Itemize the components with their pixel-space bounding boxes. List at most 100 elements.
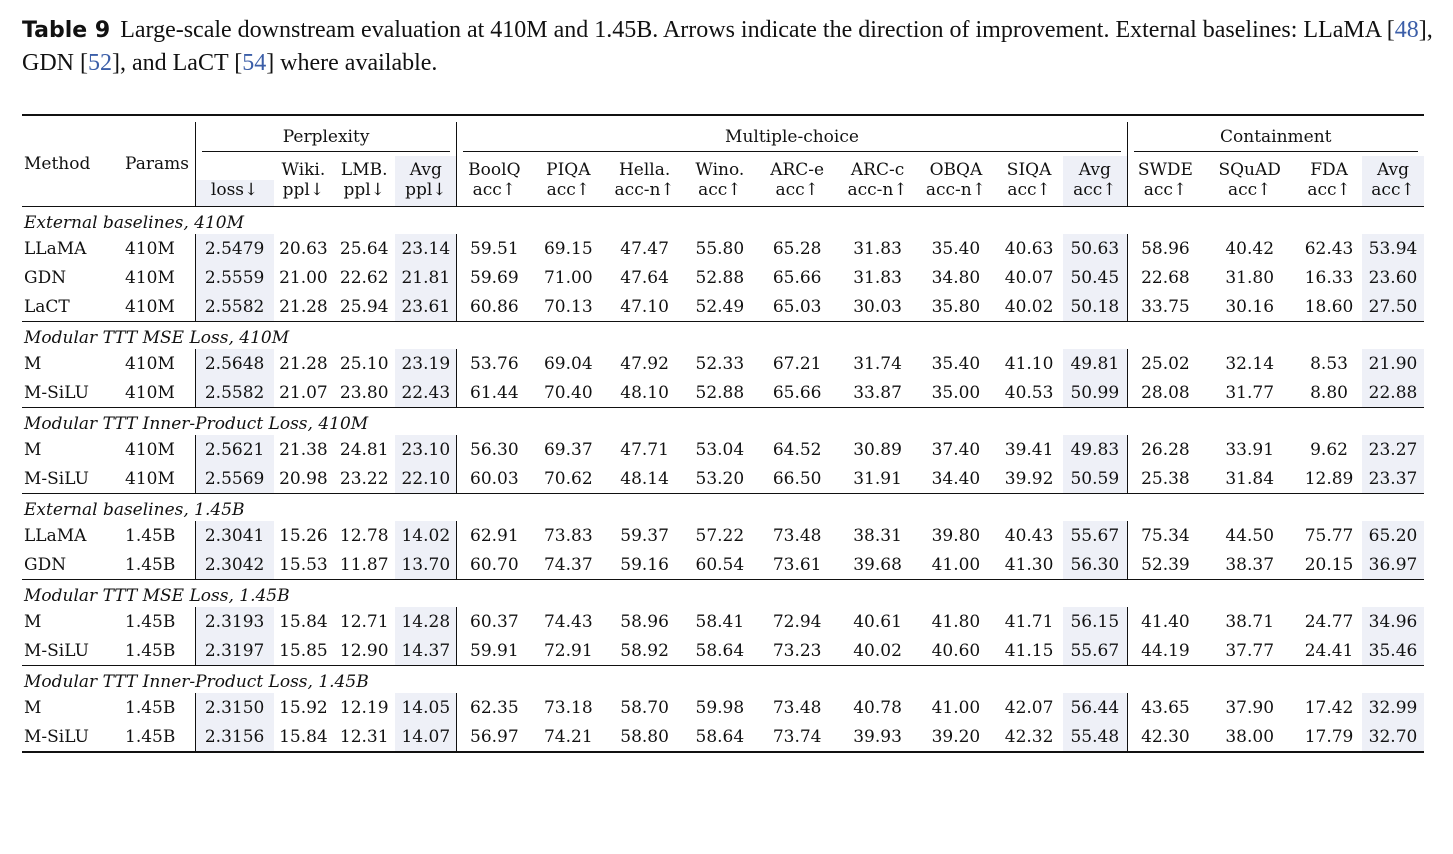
cell-wino-7: 52.33 [695, 353, 745, 374]
table-row: M 410M 2.5621 21.38 24.81 23.10 56.30 69.37 47.7… [22, 435, 1424, 464]
method-name: GDN [24, 267, 67, 288]
caption-text-1: Large-scale downstream evaluation at 410… [120, 17, 1395, 43]
cell-lmb-2: 11.87 [339, 554, 389, 575]
cell-loss-0: 2.5621 [194, 435, 274, 464]
cell-boolq-4: 60.37 [456, 607, 532, 636]
cell-siqa-11: 40.07 [1004, 267, 1054, 288]
params-value: 410M [125, 439, 175, 460]
cell-squad-14: 37.77 [1225, 640, 1275, 661]
cell-squad-14: 31.84 [1225, 468, 1275, 489]
cell-hella-6: 59.16 [620, 554, 669, 575]
cell-piqa-5: 72.91 [543, 640, 593, 661]
cell-wino-7: 55.80 [695, 238, 745, 259]
header-params: Params [125, 154, 189, 174]
cell-siqa-11: 41.30 [1004, 554, 1054, 575]
cell-obqa-10: 41.00 [931, 697, 981, 718]
cell-loss-0: 2.5559 [194, 263, 274, 292]
cell-avg-16: 53.94 [1362, 234, 1424, 263]
cell-fda-15: 24.41 [1304, 640, 1354, 661]
header-col-2-bottom: ppl↓ [343, 180, 385, 200]
header-group-perplexity: Perplexity [201, 127, 451, 152]
cell-fda-15: 20.15 [1304, 554, 1354, 575]
cell-lmb-2: 25.94 [339, 296, 389, 317]
cell-avg-16: 21.90 [1362, 349, 1424, 378]
section-header-external-baselines-410m: External baselines, 410M [22, 206, 1424, 234]
cell-siqa-11: 39.92 [1004, 468, 1054, 489]
cell-wino-7: 52.49 [695, 296, 745, 317]
cell-avg-16: 32.70 [1362, 722, 1424, 751]
method-name: LLaMA [24, 238, 87, 259]
cell-fda-15: 75.77 [1304, 525, 1354, 546]
header-col-12-bottom: acc↑ [1063, 180, 1128, 207]
cell-avg-16: 23.37 [1362, 464, 1424, 494]
cell-squad-14: 37.90 [1225, 697, 1275, 718]
cell-avg-16: 23.60 [1362, 263, 1424, 292]
method-name: M-SiLU [24, 468, 89, 489]
cell-obqa-10: 41.00 [931, 554, 981, 575]
cell-arc-c-9: 31.74 [853, 353, 902, 374]
header-group-row: Method Params Perplexity Multiple-choice… [22, 122, 1424, 174]
method-name: M [24, 439, 42, 460]
cell-avg-3: 23.19 [395, 349, 457, 378]
cell-siqa-11: 41.15 [1004, 640, 1054, 661]
cell-arc-e-8: 73.23 [772, 640, 822, 661]
cell-obqa-10: 39.20 [931, 726, 981, 747]
top-rule [22, 114, 1424, 122]
cell-lmb-2: 25.10 [339, 353, 389, 374]
cell-avg-3: 14.02 [395, 521, 457, 550]
header-col-9-top: ARC-c [850, 160, 905, 180]
cell-siqa-11: 41.10 [1004, 353, 1054, 374]
cell-arc-c-9: 31.83 [853, 238, 902, 259]
cell-swde-13: 22.68 [1126, 263, 1204, 292]
header-row-metric-names: Wiki. LMB. Avg BoolQ PIQA Hella. Wino. ARC-e ARC… [22, 156, 1424, 180]
header-col-10-top: OBQA [929, 160, 983, 180]
cell-swde-13: 41.40 [1126, 607, 1204, 636]
cell-avg-3: 13.70 [395, 550, 457, 580]
section-title: Modular TTT MSE Loss, 410M [22, 321, 1424, 349]
cell-wino-7: 58.64 [695, 726, 745, 747]
method-name: LLaMA [24, 525, 87, 546]
cell-wiki-1: 15.53 [279, 554, 328, 575]
cell-arc-e-8: 65.66 [772, 267, 822, 288]
params-value: 410M [125, 382, 175, 403]
header-col-1-top: Wiki. [281, 160, 326, 180]
cell-arc-e-8: 65.66 [772, 382, 822, 403]
cell-hella-6: 47.71 [620, 439, 669, 460]
cell-wino-7: 57.22 [695, 525, 745, 546]
cell-fda-15: 8.80 [1310, 382, 1348, 403]
header-col-4-top: BoolQ [456, 156, 532, 180]
cell-avg-12: 49.81 [1063, 349, 1128, 378]
cell-obqa-10: 41.80 [931, 611, 981, 632]
cell-boolq-4: 53.76 [456, 349, 532, 378]
cell-arc-c-9: 31.83 [853, 267, 902, 288]
section-title: External baselines, 1.45B [22, 493, 1424, 521]
cell-fda-15: 62.43 [1304, 238, 1354, 259]
cell-wiki-1: 21.38 [279, 439, 328, 460]
header-col-3-bottom: ppl↓ [395, 180, 457, 207]
cell-squad-14: 31.77 [1225, 382, 1275, 403]
cell-arc-e-8: 73.61 [772, 554, 822, 575]
cell-lmb-2: 12.78 [339, 525, 389, 546]
citation-link-gdn[interactable]: 52 [88, 50, 112, 76]
cell-piqa-5: 69.04 [543, 353, 593, 374]
cell-squad-14: 32.14 [1225, 353, 1275, 374]
header-col-6-bottom: acc-n↑ [614, 180, 675, 200]
cell-arc-e-8: 64.52 [772, 439, 822, 460]
table-row: LLaMA 1.45B 2.3041 15.26 12.78 14.02 62.91 73.8… [22, 521, 1424, 550]
table-row: LLaMA 410M 2.5479 20.63 25.64 23.14 59.51 69.15… [22, 234, 1424, 263]
cell-hella-6: 48.10 [620, 382, 669, 403]
header-col-5-bottom: acc↑ [546, 180, 591, 200]
method-name: LaCT [24, 296, 70, 317]
method-name: M [24, 611, 42, 632]
cell-avg-12: 50.63 [1063, 234, 1128, 263]
cell-arc-c-9: 30.03 [853, 296, 902, 317]
header-col-12-top: Avg [1063, 156, 1128, 180]
cell-boolq-4: 60.70 [456, 550, 532, 580]
results-table-body: Method Params Perplexity Multiple-choice… [22, 114, 1424, 753]
cell-arc-c-9: 39.68 [853, 554, 902, 575]
citation-link-lact[interactable]: 54 [242, 50, 267, 76]
citation-link-llama[interactable]: 48 [1394, 17, 1419, 43]
cell-wino-7: 58.41 [695, 611, 745, 632]
cell-avg-3: 14.05 [395, 693, 457, 722]
cell-wiki-1: 15.84 [279, 726, 328, 747]
